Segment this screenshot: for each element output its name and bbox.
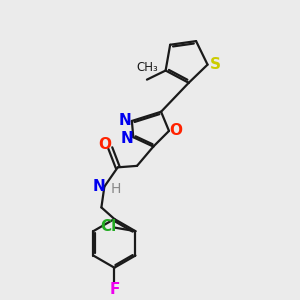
Text: CH₃: CH₃ (136, 61, 158, 74)
Text: Cl: Cl (100, 219, 117, 234)
Text: H: H (110, 182, 121, 196)
Text: S: S (209, 57, 220, 72)
Text: O: O (98, 137, 112, 152)
Text: F: F (109, 282, 120, 297)
Text: O: O (169, 123, 182, 138)
Text: N: N (93, 179, 105, 194)
Text: N: N (119, 112, 132, 128)
Text: N: N (120, 130, 133, 146)
